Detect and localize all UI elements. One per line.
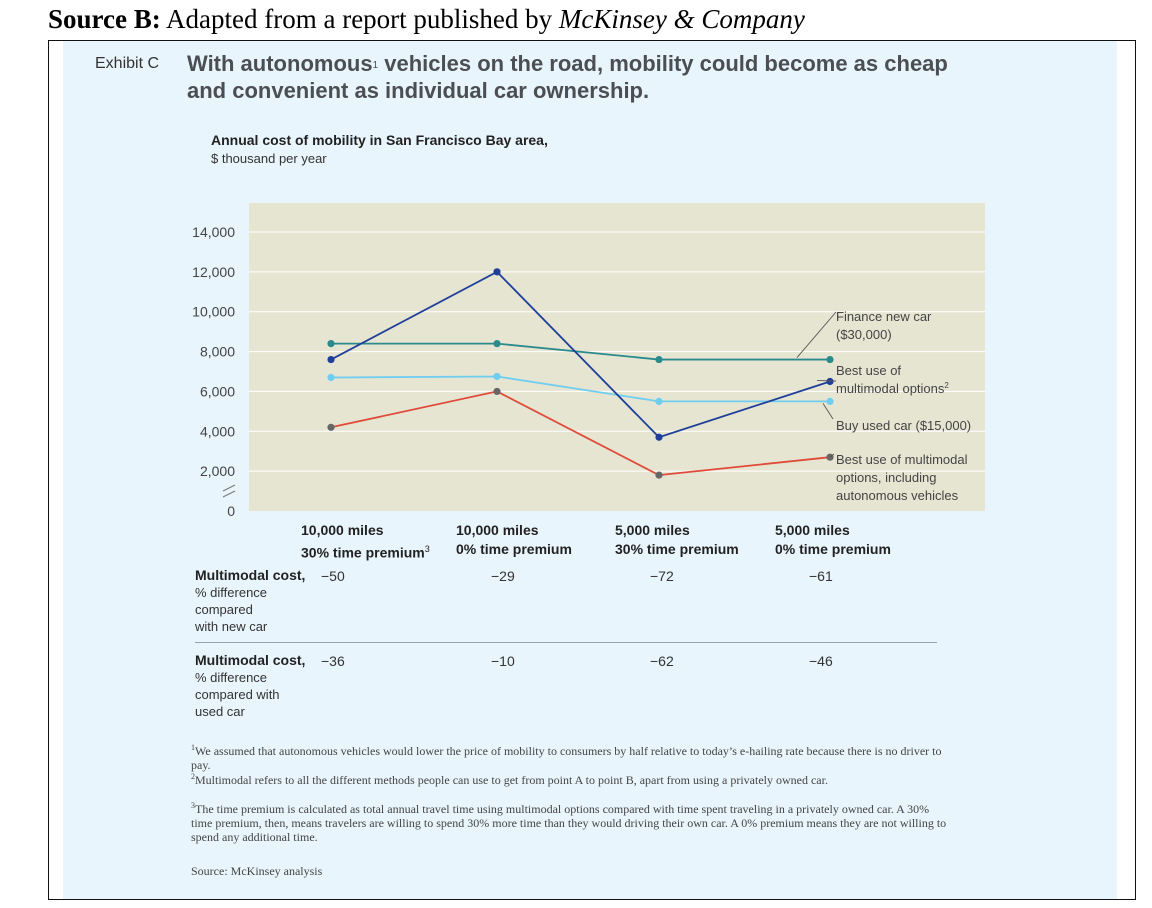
footnote-2: 2Multimodal refers to all the different … [191,772,828,787]
category-label-4: 5,000 miles 0% time premium [775,522,891,557]
plot-area [249,203,985,511]
table-cell: −10 [491,653,515,669]
footnote-1: 1We assumed that autonomous vehicles wou… [191,743,942,772]
table-cell: −46 [809,653,833,669]
label-leader-line [796,311,837,358]
label-leader-line [822,403,834,420]
headline-footnote-mark: 1 [372,60,379,71]
y-tick-label: 10,000 [192,304,235,320]
table-cell: −72 [650,568,674,584]
data-point [826,377,834,386]
label-leader-line [829,453,835,458]
data-point [493,372,501,381]
data-point [327,423,335,431]
y-tick-label: 14,000 [192,224,235,240]
series-line [330,375,830,403]
data-point [327,355,335,364]
category-label-1: 10,000 miles 30% time premium3 [301,522,430,561]
series-label: Buy used car ($15,000) [836,418,971,433]
table-cell: −62 [650,653,674,669]
data-point [655,355,663,364]
data-point [826,397,834,405]
series-label: Best use of [836,363,901,378]
source-label: Source B: [48,4,161,34]
series-label: Best use of multimodal [836,452,968,467]
line-chart: 0 2,000 4,000 6,000 8,000 10,000 12,000 14,000 F… [192,203,985,519]
series-label: Finance new car [836,309,932,324]
exhibit-panel: Exhibit C With autonomous1 vehicles on t… [63,41,1117,899]
data-point [493,268,501,276]
chart-title: Annual cost of mobility in San Francisco… [211,132,548,148]
series-label: autonomous vehicles [836,488,959,503]
axis-break-mark [222,484,236,492]
headline-part-a: With autonomous [187,51,373,76]
chart-subtitle: $ thousand per year [211,151,327,166]
exhibit-headline: With autonomous1 vehicles on the road, m… [187,50,987,104]
data-point [493,387,501,396]
series-label: ($30,000) [836,327,892,342]
category-label-3: 5,000 miles 30% time premium [615,522,739,557]
data-point [655,433,663,441]
source-text: Adapted from a report published by [166,4,553,34]
category-label-2: 10,000 miles 0% time premium [456,522,572,557]
table-divider [195,642,937,643]
headline-part-b: vehicles on the road, mobility could bec… [187,51,948,103]
table-cell: −36 [321,653,345,669]
data-point [327,340,335,348]
y-tick-label: 6,000 [200,383,235,399]
y-tick-label: 4,000 [200,423,235,439]
table-row-1-header: Multimodal cost, % difference compared w… [195,567,306,634]
series-line [330,390,831,477]
table-cell: −50 [321,568,345,584]
table-row-2-header: Multimodal cost, % difference compared w… [195,652,306,719]
series-label: multimodal options2 [836,381,949,396]
source-publisher: McKinsey & Company [558,4,805,34]
y-tick-label: 0 [227,503,235,519]
source-note: Source: McKinsey analysis [191,864,323,878]
axis-break-mark [222,490,236,498]
y-tick-label: 2,000 [200,463,235,479]
series-label-sup: 2 [944,381,949,390]
footnote-3: 3The time premium is calculated as total… [191,801,947,844]
y-tick-label: 12,000 [192,264,235,280]
data-point [655,471,663,479]
source-line: Source B: Adapted from a report publishe… [48,4,805,35]
data-point [826,355,834,364]
exhibit-label: Exhibit C [95,55,160,72]
y-tick-label: 8,000 [200,344,235,360]
table-cell: −61 [809,568,833,584]
data-point [655,397,663,405]
data-point [327,373,335,382]
series-label: options, including [836,470,936,485]
label-leader-line [816,380,837,382]
series-line [331,342,830,361]
series-line [330,270,831,439]
table-cell: −29 [491,568,515,584]
data-point [493,340,501,348]
exhibit-frame: Exhibit C With autonomous1 vehicles on t… [48,40,1136,900]
